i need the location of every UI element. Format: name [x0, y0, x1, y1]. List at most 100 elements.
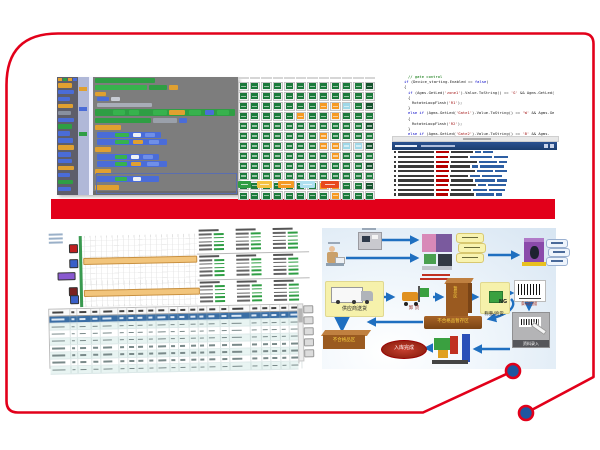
status-cell-fill	[354, 83, 362, 90]
status-cell	[284, 141, 295, 151]
table-cell	[189, 342, 200, 349]
status-cell	[307, 131, 318, 141]
status-cell-text	[275, 135, 281, 137]
data-value	[214, 285, 225, 287]
data-line	[237, 299, 271, 302]
code-block	[115, 162, 127, 166]
cell-text	[209, 337, 216, 339]
status-cell	[318, 171, 329, 181]
cell-text	[51, 318, 65, 321]
status-cell-text	[332, 125, 338, 127]
status-cell-fill	[331, 133, 339, 139]
cell-text	[120, 367, 125, 370]
data-label	[272, 235, 286, 238]
status-cell-fill	[251, 143, 259, 149]
code-block	[189, 110, 201, 115]
minimize-icon	[544, 144, 548, 148]
status-cell	[318, 81, 329, 91]
status-cell-fill	[343, 93, 351, 100]
code-token: 'R1'	[448, 100, 458, 106]
table-cell	[271, 362, 282, 369]
status-cell	[284, 121, 295, 131]
data-table	[48, 303, 303, 375]
screenshot-spreadsheet	[46, 225, 315, 375]
status-cell	[295, 81, 306, 91]
table-cell	[147, 336, 157, 343]
data-line	[272, 242, 307, 245]
column-header-text	[102, 310, 113, 313]
status-cell-text	[240, 85, 246, 87]
cell-text	[200, 351, 205, 354]
status-cell-fill	[297, 173, 305, 179]
reject-buffer-node: 不合格品暂存区	[424, 316, 482, 329]
data-block-title	[236, 280, 257, 283]
status-cell-text	[332, 165, 338, 167]
cell-text	[92, 346, 99, 349]
data-value	[252, 295, 263, 298]
column-header	[270, 304, 281, 312]
column-header	[147, 307, 157, 314]
log-subtitle-text	[421, 144, 455, 147]
status-cell-text	[298, 175, 304, 177]
legend-item	[321, 181, 339, 188]
log-text-run	[398, 165, 434, 168]
code-line: else if (Agms.GetLed('Gate1').Value.ToSt…	[396, 110, 554, 115]
code-token: (Device_starting.Enabled ==	[410, 79, 475, 85]
log-text-run	[436, 151, 449, 154]
status-cell	[272, 121, 283, 131]
log-text-run	[478, 184, 486, 187]
log-text-run	[451, 188, 471, 191]
table-cell	[77, 323, 92, 330]
status-cell	[284, 131, 295, 141]
table-cell	[198, 327, 208, 335]
grid-column-header	[307, 77, 318, 79]
forklift-green	[434, 338, 450, 350]
machine-green	[424, 254, 436, 264]
forklift-yellow	[438, 350, 448, 358]
code-token: RotateLoopFlash(	[412, 120, 449, 126]
table-cell	[148, 364, 158, 372]
printer-caption	[362, 228, 376, 230]
log-text-run	[451, 160, 477, 163]
status-cell	[284, 151, 295, 161]
status-cell-fill	[366, 183, 374, 189]
cell-text	[281, 335, 286, 338]
status-cell-fill	[366, 133, 374, 139]
status-cell	[238, 141, 249, 151]
status-cell-fill	[239, 123, 247, 129]
column-header	[198, 306, 208, 313]
column-header	[189, 306, 199, 313]
data-line	[199, 259, 233, 262]
cell-text	[138, 338, 144, 341]
table-cell	[169, 321, 179, 328]
printer-icon	[358, 232, 382, 250]
status-cell-fill	[251, 93, 259, 100]
cell-text	[71, 347, 75, 349]
table-cell	[49, 345, 72, 352]
machine-pink	[422, 234, 436, 252]
status-cell-text	[298, 85, 304, 87]
status-cell-fill	[331, 83, 339, 90]
data-line	[235, 243, 270, 246]
status-cell-fill	[331, 103, 339, 110]
cell-text	[71, 332, 75, 335]
cell-text	[93, 353, 99, 356]
cell-text	[199, 337, 204, 339]
code-token: && Agms.GetLe	[531, 110, 554, 116]
data-value	[287, 242, 298, 245]
cell-text	[180, 337, 186, 340]
data-value	[214, 270, 225, 273]
status-cell-fill	[308, 113, 316, 119]
log-text-run	[496, 193, 502, 196]
data-label	[199, 274, 213, 277]
status-cell	[341, 191, 352, 201]
table-cell	[270, 326, 281, 333]
table-cell	[49, 316, 71, 323]
log-window-buttons	[544, 144, 554, 148]
palette-mini-chip	[73, 78, 77, 81]
machine-caption-red	[422, 274, 450, 276]
status-cell-fill	[366, 143, 374, 149]
status-cell	[364, 131, 375, 141]
legend-item-text	[281, 183, 291, 185]
log-text-run	[398, 155, 434, 159]
